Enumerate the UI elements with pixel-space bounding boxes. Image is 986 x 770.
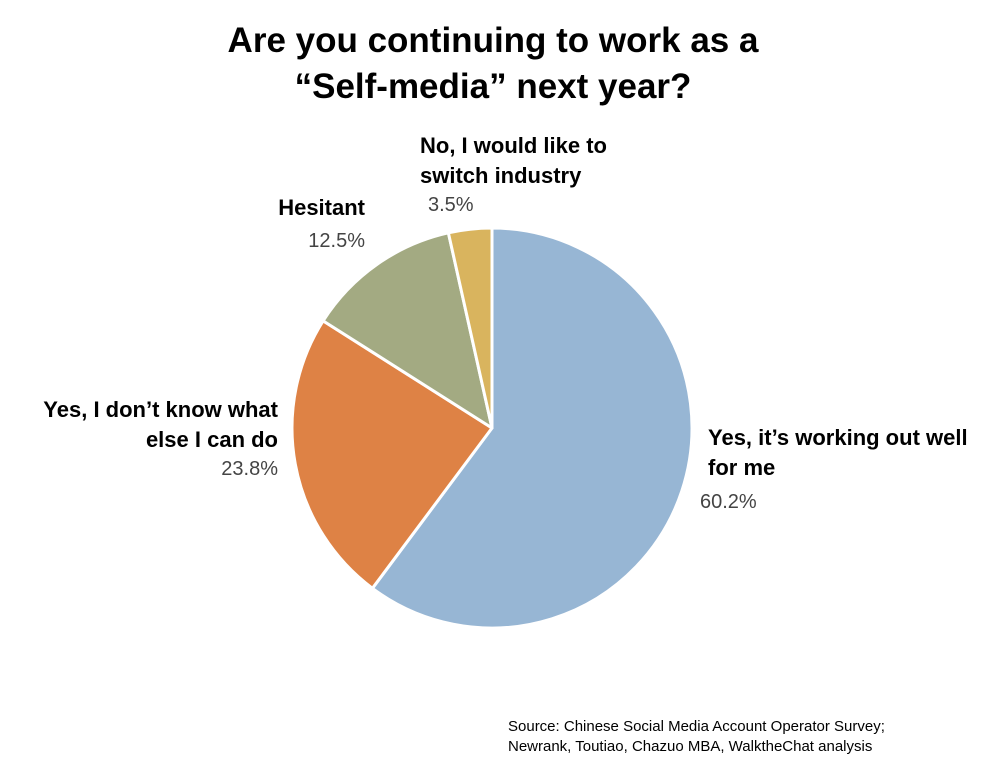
value-label: 12.5%	[308, 230, 365, 252]
slice-label: Yes, it’s working out well for me	[708, 425, 968, 480]
pie-slice	[290, 319, 494, 590]
source-note: Source: Chinese Social Media Account Ope…	[508, 718, 885, 755]
slice-label: Yes, I don’t know what else I can do	[43, 397, 278, 452]
value-label: 23.8%	[221, 458, 278, 480]
value-label: 60.2%	[700, 491, 757, 513]
slice-label: No, I would like to switch industry	[420, 133, 607, 188]
slice-label: Hesitant	[278, 195, 365, 220]
chart-title: Are you continuing to work as a “Self-me…	[227, 21, 759, 106]
value-label: 3.5%	[428, 194, 474, 216]
pie-slice	[370, 226, 694, 630]
pie-slice	[321, 231, 494, 430]
pie-slice	[446, 226, 494, 430]
